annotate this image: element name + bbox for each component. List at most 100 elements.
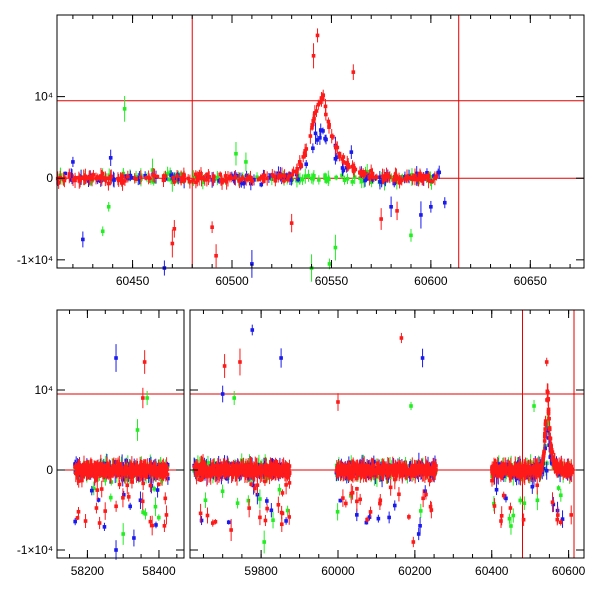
bottom-data-point bbox=[353, 469, 357, 474]
top-data-point bbox=[358, 171, 362, 175]
top-data-point bbox=[426, 174, 431, 179]
bottom-data-point bbox=[395, 468, 400, 473]
top-data-point bbox=[88, 175, 92, 180]
bottom-data-point bbox=[392, 503, 397, 508]
bottom-data-point bbox=[530, 484, 535, 489]
top-data-point bbox=[161, 174, 166, 178]
bottom-data-point bbox=[368, 510, 373, 514]
bottom-data-point bbox=[128, 504, 132, 509]
top-data-point bbox=[381, 178, 386, 182]
bottom-data-point bbox=[148, 483, 153, 488]
bottom-data-point bbox=[249, 473, 253, 478]
bottom-data-point bbox=[432, 472, 436, 476]
bottom-data-point bbox=[141, 481, 145, 486]
top-data-point bbox=[428, 176, 433, 181]
top-data-point bbox=[73, 176, 78, 180]
bottom-data-point bbox=[163, 496, 168, 501]
top-data-point bbox=[182, 173, 186, 178]
top-data-point bbox=[358, 176, 362, 180]
bottom-y-tick-label: -1×10⁴ bbox=[17, 543, 53, 557]
bottom-data-point bbox=[426, 466, 431, 470]
top-data-point bbox=[352, 167, 356, 172]
top-data-point bbox=[367, 175, 372, 180]
bottom-data-point bbox=[535, 498, 540, 503]
top-data-point bbox=[290, 172, 295, 177]
bottom-data-point bbox=[366, 465, 371, 470]
top-data-point bbox=[165, 172, 170, 176]
bottom-data-point bbox=[198, 478, 202, 482]
top-data-point bbox=[315, 33, 320, 38]
bottom-data-point bbox=[227, 470, 232, 475]
top-data-point bbox=[311, 118, 316, 123]
top-data-point bbox=[210, 225, 214, 229]
top-data-point bbox=[433, 176, 437, 181]
top-data-point bbox=[106, 204, 111, 209]
top-data-point bbox=[324, 179, 328, 183]
top-data-point bbox=[207, 175, 212, 179]
top-data-point bbox=[430, 179, 434, 184]
top-series-blue bbox=[56, 122, 447, 278]
top-data-point bbox=[311, 176, 315, 181]
top-data-point bbox=[150, 168, 155, 172]
top-data-point bbox=[429, 204, 433, 209]
bottom-data-point bbox=[226, 520, 231, 525]
bottom-data-point bbox=[492, 501, 496, 506]
bottom-data-point bbox=[232, 396, 237, 400]
bottom-data-point bbox=[269, 464, 273, 468]
bottom-plot-frame bbox=[56, 309, 185, 559]
top-data-point bbox=[63, 171, 68, 176]
top-data-point bbox=[248, 176, 253, 181]
top-y-tick-label: 10⁴ bbox=[34, 90, 53, 104]
top-data-point bbox=[318, 128, 323, 132]
bottom-data-point bbox=[162, 467, 167, 471]
bottom-data-point bbox=[154, 471, 159, 476]
bottom-data-point bbox=[263, 479, 267, 484]
bottom-data-point bbox=[75, 473, 80, 478]
top-data-point bbox=[419, 213, 423, 217]
top-data-point bbox=[67, 172, 72, 176]
top-data-point bbox=[100, 229, 105, 234]
bottom-data-point bbox=[544, 468, 549, 473]
top-data-point bbox=[289, 221, 294, 225]
top-data-point bbox=[155, 174, 160, 179]
top-data-point bbox=[345, 177, 350, 181]
bottom-data-point bbox=[240, 464, 244, 469]
bottom-data-point bbox=[121, 496, 125, 500]
top-data-point bbox=[323, 176, 327, 181]
top-data-point bbox=[363, 178, 367, 183]
top-data-point bbox=[132, 176, 137, 181]
top-data-point bbox=[288, 177, 292, 182]
bottom-data-point bbox=[362, 470, 366, 474]
top-data-point bbox=[224, 179, 229, 184]
bottom-data-point bbox=[276, 472, 280, 477]
bottom-data-point bbox=[418, 523, 422, 528]
top-data-point bbox=[351, 70, 356, 74]
bottom-data-point bbox=[364, 520, 369, 525]
bottom-data-point bbox=[287, 473, 291, 477]
top-data-point bbox=[186, 176, 190, 181]
bottom-data-point bbox=[255, 483, 260, 487]
top-data-point bbox=[250, 179, 255, 183]
bottom-data-point bbox=[226, 464, 230, 469]
top-data-point bbox=[228, 174, 232, 179]
top-data-point bbox=[255, 175, 259, 180]
top-data-point bbox=[262, 173, 267, 178]
bottom-data-point bbox=[416, 532, 421, 536]
bottom-data-point bbox=[89, 463, 93, 468]
top-data-point bbox=[296, 177, 300, 182]
bottom-data-point bbox=[420, 356, 425, 360]
top-data-point bbox=[58, 175, 62, 180]
bottom-data-point bbox=[140, 466, 144, 471]
top-data-point bbox=[370, 177, 375, 182]
bottom-data-point bbox=[135, 470, 139, 474]
top-data-point bbox=[261, 179, 266, 183]
top-data-point bbox=[393, 172, 398, 177]
bottom-data-point bbox=[231, 463, 235, 468]
bottom-data-point bbox=[103, 509, 108, 513]
bottom-data-point bbox=[247, 473, 252, 478]
top-data-point bbox=[349, 150, 354, 154]
top-data-point bbox=[282, 178, 286, 183]
top-data-point bbox=[394, 177, 399, 181]
top-x-tick-label: 60500 bbox=[215, 274, 249, 288]
bottom-data-point bbox=[97, 466, 101, 470]
